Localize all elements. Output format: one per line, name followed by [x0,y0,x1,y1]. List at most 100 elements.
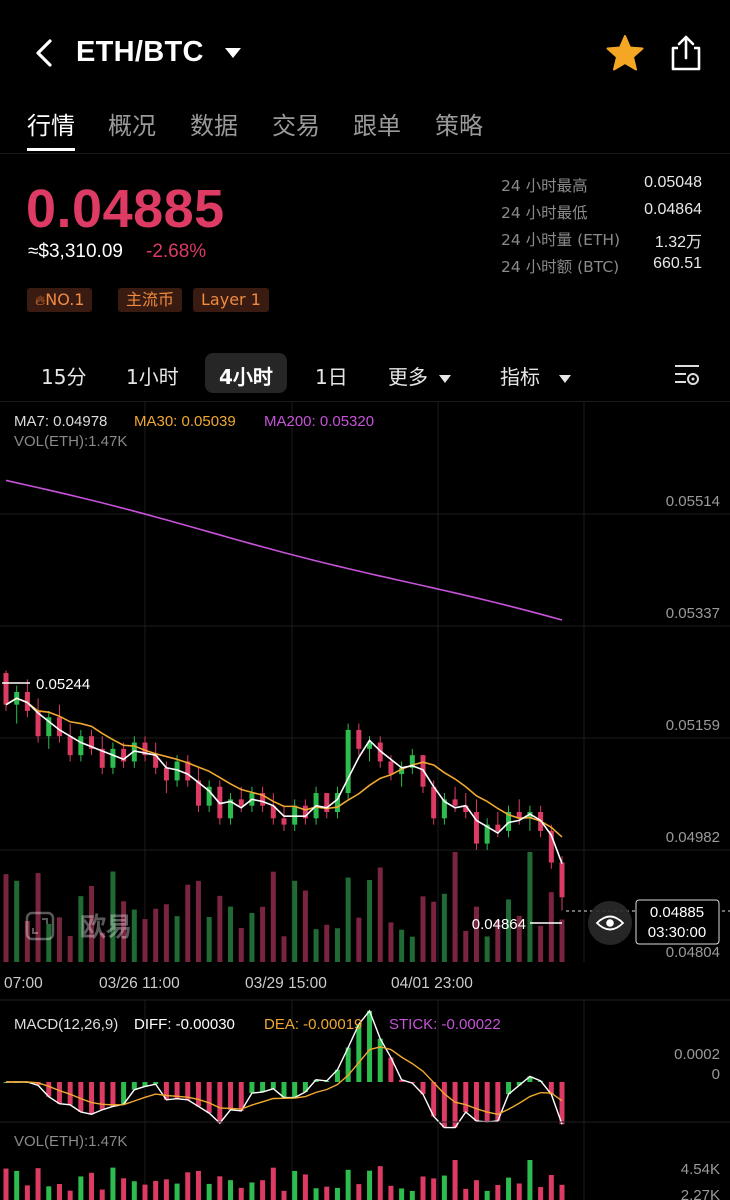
tab-copytrade[interactable]: 跟单 [353,112,401,140]
candle [78,736,84,756]
volume-panel-bar [249,1182,255,1200]
volume-bar [206,917,212,962]
volume-panel-bar [324,1186,330,1200]
watermark-logo: 欧易 [25,911,132,943]
candle [431,786,437,819]
macd-bar [35,1082,41,1086]
vol-panel-title: VOL(ETH):1.47K [14,1133,127,1150]
ma7-legend: MA7: 0.04978 [14,413,107,430]
interval-more[interactable]: 更多 [388,361,452,390]
dropdown-caret-icon[interactable] [224,46,242,60]
tab-market[interactable]: 行情 [27,112,75,140]
volume-bar [3,874,9,962]
volume-bar [506,899,512,962]
pair-title[interactable]: ETH/BTC [76,36,204,68]
volume-bar [367,880,373,962]
candle [302,805,308,819]
macd-title: MACD(12,26,9) [14,1016,118,1033]
candle [377,742,383,762]
candle [495,824,501,831]
macd-dea: DEA: -0.00019 [264,1016,362,1033]
volume-panel-bar [356,1184,362,1200]
candlestick-chart[interactable]: 欧易 MA7: 0.04978 MA30: 0.05039 MA200: 0.0… [0,402,730,1200]
volume-panel-bar [302,1174,308,1200]
volume-panel-bar [142,1184,148,1200]
volume-panel-bar [441,1175,447,1200]
candle [388,761,394,775]
volume-bar [67,935,73,962]
layer-badge[interactable]: Layer 1 [193,288,269,312]
price-tick: 0.04804 [666,944,720,961]
volume-bar [78,896,84,962]
volume-legend: VOL(ETH):1.47K [14,433,127,450]
volume-bar [388,922,394,962]
macd-bar [110,1082,116,1107]
high-marker: 0.05244 [36,676,90,693]
interval-4h[interactable]: 4小时 [219,365,273,389]
volume-bar [174,916,180,962]
fire-icon: 🔥︎ [35,293,46,309]
candle-countdown: 03:30:00 [648,924,706,941]
ma200-line [5,479,563,621]
back-chevron-icon[interactable] [30,36,60,70]
macd-bar [367,1010,373,1082]
candle [281,818,287,825]
eye-icon[interactable] [588,901,632,945]
tab-overview[interactable]: 概况 [108,112,156,140]
tab-data[interactable]: 数据 [190,112,238,140]
tab-trade[interactable]: 交易 [272,112,320,140]
last-price-tag: 0.04885 [650,904,704,921]
macd-bar [495,1082,501,1121]
candle [548,830,554,863]
chart-grid [0,402,730,1200]
candle [99,748,105,768]
caret-down-icon [559,374,572,383]
volume-panel-bar [14,1170,20,1200]
volume-panel-bar [452,1160,458,1200]
volume-bar [270,871,276,962]
stat-value-volume: 1.32万 [654,234,702,251]
price-tick: 0.05159 [666,717,720,734]
candle [24,692,30,711]
volume-bar [324,924,330,962]
interval-15m[interactable]: 15分 [41,365,87,389]
price-tick: 0.04982 [666,829,720,846]
interval-1d[interactable]: 1日 [315,365,348,389]
volume-panel-bar [78,1176,84,1200]
indicators-button[interactable]: 指标 [500,361,572,390]
volume-panel-bar [388,1185,394,1200]
volume-bar [260,906,266,962]
chart-settings-icon[interactable] [672,360,702,390]
tab-strategy[interactable]: 策略 [435,112,483,140]
category-badge[interactable]: 主流币 [118,288,183,312]
stat-label-turnover: 24 小时额 (BTC) [501,258,620,276]
macd-diff-line [6,1009,563,1129]
macd-bar [153,1082,159,1085]
vol-panel-tick: 2.27K [681,1187,720,1200]
candle [452,799,458,806]
volume-panel-bar [153,1180,159,1200]
volume-panel-bar [516,1183,522,1200]
volume-panel-bar [185,1172,191,1200]
divider [0,401,730,402]
share-icon[interactable] [668,34,704,72]
volume-bar [399,929,405,962]
macd-bar [56,1082,62,1104]
volume-bar [195,880,201,962]
macd-bar [195,1082,201,1107]
volume-panel-bar [367,1170,373,1200]
volume-bar [153,908,159,962]
volume-bar [495,919,501,962]
rank-badge[interactable]: 🔥︎NO.1 [27,288,93,312]
interval-1h[interactable]: 1小时 [126,365,179,389]
volume-panel-bar [174,1183,180,1200]
volume-panel-bar [99,1189,105,1200]
time-tick: 03/29 15:00 [245,975,327,992]
volume-panel-bar [334,1187,340,1200]
volume-panel-bar [473,1180,479,1200]
macd-bar [559,1082,565,1125]
ma30-line [5,697,563,838]
candle [46,717,52,737]
candle [153,755,159,768]
star-icon[interactable] [606,34,644,72]
